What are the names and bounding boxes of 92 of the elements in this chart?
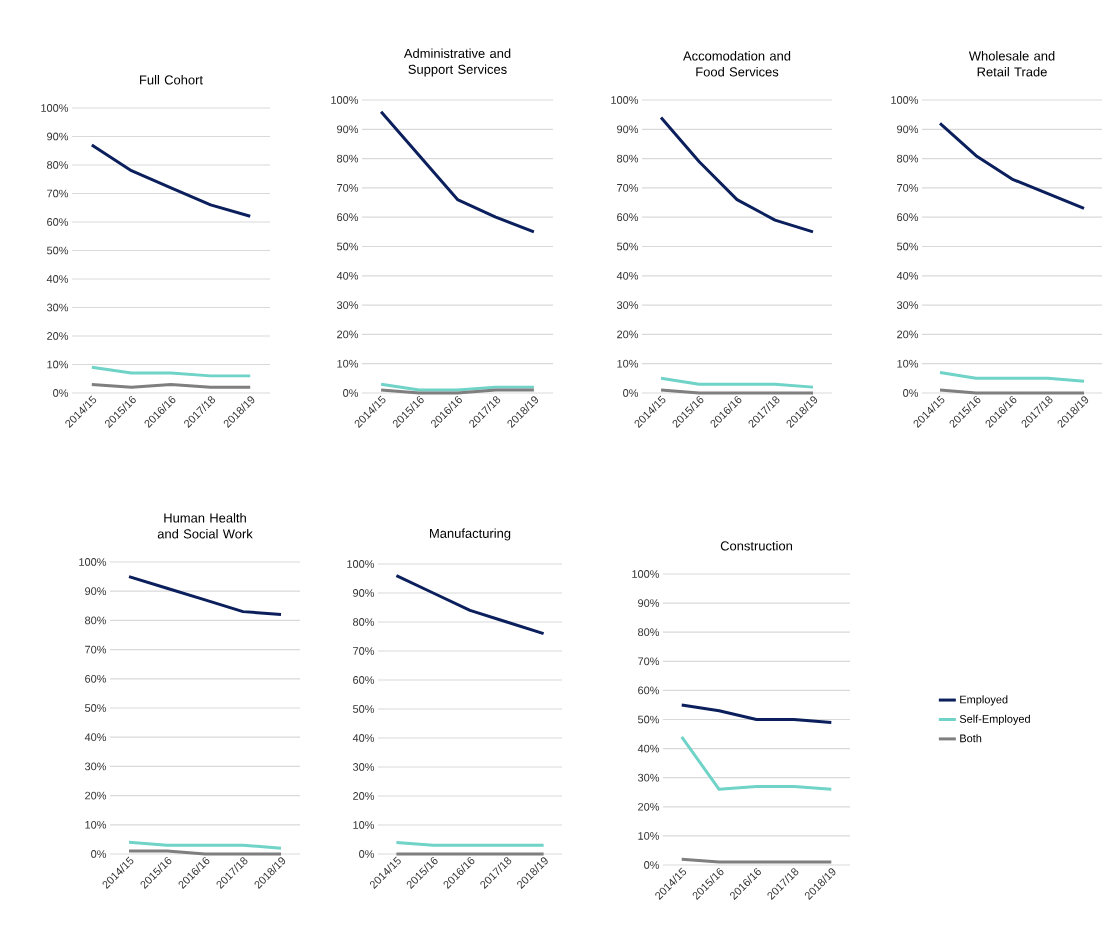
y-tick-label: 50%	[84, 704, 107, 712]
y-tick-label: 40%	[352, 734, 375, 742]
y-tick-label: 100%	[347, 560, 375, 568]
y-tick-label: 0%	[91, 850, 107, 858]
line-series	[680, 703, 833, 724]
y-tick-label: 60%	[85, 674, 107, 683]
y-tick-label: 60%	[617, 213, 639, 222]
y-tick-label: 80%	[617, 154, 639, 163]
y-tick-label: 60%	[638, 686, 660, 695]
y-tick-label: 30%	[46, 303, 69, 312]
y-tick-label: 70%	[47, 189, 69, 198]
y-tick-label: 90%	[47, 132, 69, 141]
legend-label: Self-Employed	[959, 714, 1030, 725]
y-tick-label: 60%	[337, 213, 359, 222]
y-tick-label: 80%	[337, 154, 359, 163]
y-tick-label: 90%	[897, 125, 919, 134]
line-series	[90, 143, 252, 218]
y-tick-label: 40%	[336, 271, 359, 280]
y-tick-label: 30%	[336, 301, 359, 309]
y-tick-label: 80%	[47, 161, 69, 169]
y-tick-label: 30%	[616, 301, 639, 309]
y-tick-label: 0%	[53, 389, 69, 397]
y-tick-label: 0%	[623, 389, 639, 397]
y-tick-label: 40%	[616, 271, 639, 280]
y-tick-label: 10%	[897, 359, 919, 368]
y-tick-label: 0%	[903, 389, 919, 397]
y-tick-label: 60%	[353, 676, 375, 684]
y-tick-label: 10%	[85, 820, 107, 829]
y-tick-label: 100%	[79, 558, 107, 566]
y-tick-label: 30%	[84, 762, 107, 771]
line-series	[127, 575, 283, 617]
line-series	[659, 116, 815, 234]
y-tick-label: 50%	[46, 246, 69, 255]
y-tick-label: 0%	[644, 861, 660, 869]
line-series	[394, 574, 546, 636]
y-tick-label: 10%	[617, 359, 639, 368]
y-tick-label: 50%	[897, 242, 919, 251]
y-tick-label: 20%	[897, 330, 919, 339]
y-tick-label: 80%	[638, 628, 660, 637]
y-tick-label: 40%	[46, 275, 69, 283]
y-tick-label: 80%	[353, 618, 375, 626]
chart-title: Wholesale and Retail Trade	[968, 51, 1055, 77]
y-tick-label: 90%	[638, 599, 660, 607]
y-tick-label: 20%	[85, 791, 107, 800]
chart-title: Construction	[720, 540, 793, 551]
y-tick-label: 70%	[353, 647, 375, 655]
y-tick-label: 90%	[85, 587, 107, 596]
y-tick-label: 40%	[896, 271, 919, 280]
y-tick-label: 100%	[41, 104, 69, 112]
y-tick-label: 20%	[617, 330, 639, 339]
y-tick-label: 10%	[337, 359, 359, 368]
y-tick-label: 10%	[353, 821, 375, 829]
chart-title: Accomodation and Food Services	[683, 51, 791, 77]
legend-label: Both	[960, 734, 982, 743]
legend-label: Employed	[960, 695, 1008, 706]
y-tick-label: 90%	[353, 589, 375, 597]
y-tick-label: 70%	[638, 657, 660, 666]
y-tick-label: 50%	[352, 705, 375, 713]
y-tick-label: 50%	[617, 242, 639, 251]
y-tick-label: 70%	[85, 645, 107, 654]
y-tick-label: 10%	[47, 360, 69, 369]
y-tick-label: 0%	[343, 389, 359, 397]
y-tick-label: 10%	[638, 832, 660, 840]
y-tick-label: 60%	[897, 213, 919, 222]
y-tick-label: 30%	[637, 773, 660, 782]
y-tick-label: 20%	[337, 330, 359, 339]
y-tick-label: 90%	[337, 125, 359, 134]
chart-title: Full Cohort	[140, 74, 203, 85]
chart-title: Human Health and Social Work	[157, 513, 253, 539]
chart-title: Administrative and Support Services	[403, 48, 511, 77]
y-tick-label: 100%	[331, 96, 359, 104]
y-tick-label: 70%	[897, 184, 919, 192]
y-tick-label: 30%	[352, 763, 375, 771]
y-tick-label: 60%	[47, 218, 69, 226]
chart-title: Manufacturing	[430, 528, 511, 541]
y-tick-label: 100%	[891, 96, 919, 104]
y-tick-label: 40%	[84, 733, 107, 742]
y-tick-label: 90%	[617, 125, 639, 134]
y-tick-label: 20%	[353, 792, 375, 800]
y-tick-label: 80%	[897, 154, 919, 163]
y-tick-label: 0%	[359, 850, 375, 858]
y-tick-label: 70%	[617, 184, 639, 192]
y-tick-label: 40%	[637, 744, 660, 753]
y-tick-label: 20%	[47, 332, 69, 340]
y-tick-label: 100%	[632, 570, 660, 578]
y-tick-label: 70%	[337, 184, 359, 192]
y-tick-label: 100%	[611, 96, 639, 104]
y-tick-label: 50%	[336, 242, 359, 251]
y-tick-label: 50%	[638, 715, 660, 724]
y-tick-label: 30%	[896, 301, 919, 309]
y-tick-label: 20%	[638, 802, 660, 811]
y-tick-label: 80%	[85, 616, 107, 625]
